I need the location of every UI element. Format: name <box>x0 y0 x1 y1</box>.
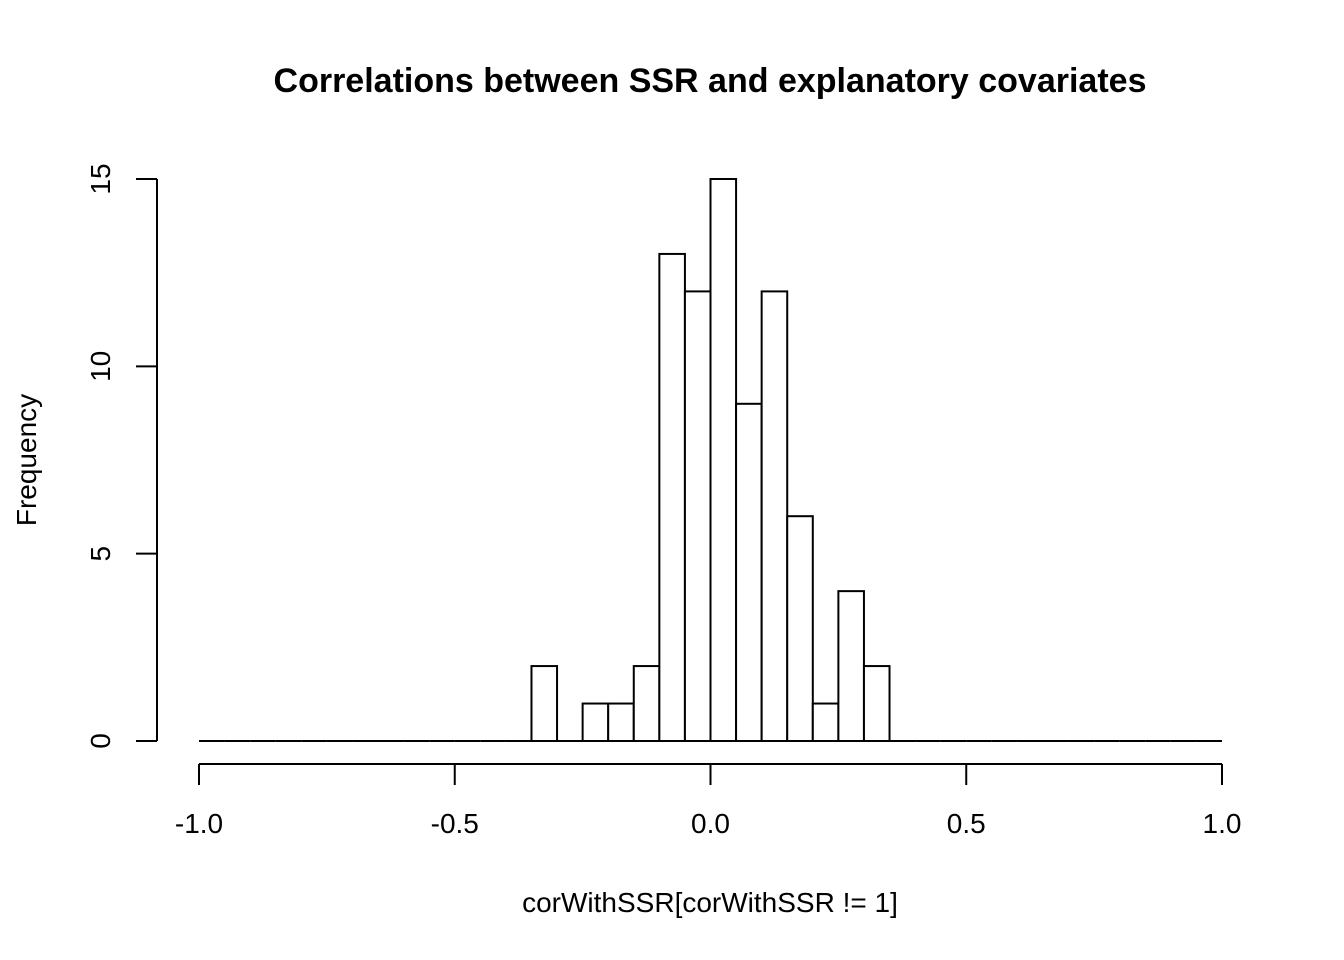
histogram-bar <box>735 402 763 742</box>
x-tick-label: -0.5 <box>431 808 479 839</box>
histogram-bar <box>760 290 789 742</box>
x-tick-label: 1.0 <box>1203 808 1242 839</box>
chart-title: Correlations between SSR and explanatory… <box>274 62 1147 100</box>
x-tick-label: -1.0 <box>175 808 223 839</box>
histogram-bar <box>862 665 891 742</box>
y-axis: 0 5 10 15 <box>85 163 158 749</box>
x-axis-label: corWithSSR[corWithSSR != 1] <box>522 887 898 918</box>
histogram-bar <box>837 590 865 743</box>
bars-group <box>199 178 1222 743</box>
histogram-bar <box>683 290 712 742</box>
y-axis-label: Frequency <box>11 394 42 526</box>
histogram-bar <box>581 702 610 742</box>
histogram-bar <box>811 702 840 742</box>
histogram-bar <box>658 252 686 743</box>
x-tick-label: 0.0 <box>691 808 730 839</box>
y-tick-label: 10 <box>85 351 116 382</box>
histogram-bar <box>530 665 559 742</box>
x-tick-label: 0.5 <box>947 808 986 839</box>
y-tick-label: 5 <box>85 546 116 562</box>
y-tick-label: 0 <box>85 733 116 749</box>
histogram-bar <box>632 665 661 742</box>
histogram-bar <box>607 702 635 742</box>
histogram-bar <box>709 178 738 742</box>
histogram-bar <box>786 515 814 743</box>
x-axis: -1.0 -0.5 0.0 0.5 1.0 <box>175 763 1242 839</box>
y-tick-label: 15 <box>85 163 116 194</box>
